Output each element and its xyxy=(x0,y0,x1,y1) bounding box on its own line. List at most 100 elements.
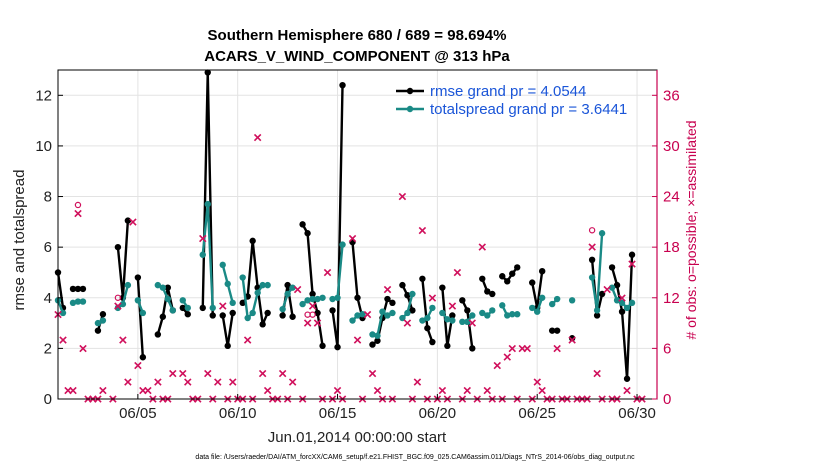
obs-layer: ×××××××××× ××××××××××××× ×××××××××××××××××… xyxy=(54,129,647,408)
data-point xyxy=(439,309,446,317)
obs-assimilated-marker: × xyxy=(218,298,227,315)
data-point xyxy=(349,238,356,246)
data-point xyxy=(514,311,521,318)
obs-possible-marker xyxy=(114,294,122,301)
obs-assimilated-marker: × xyxy=(503,349,512,366)
data-point xyxy=(598,230,606,237)
data-point xyxy=(504,278,511,285)
data-point xyxy=(259,321,266,328)
data-point xyxy=(509,311,516,318)
y-tick-label: 10 xyxy=(35,138,52,155)
data-point xyxy=(259,281,266,289)
data-point xyxy=(369,341,376,348)
x-tick-label: 06/30 xyxy=(618,405,656,422)
data-point xyxy=(304,297,311,304)
data-point xyxy=(404,292,411,299)
footer-data-file: data file: /Users/raeder/DAI/ATM_forcXX/… xyxy=(195,454,635,461)
data-point xyxy=(229,309,236,317)
data-point xyxy=(304,230,311,237)
obs-assimilated-marker: × xyxy=(288,374,297,391)
legend-marker xyxy=(406,105,414,113)
obs-assimilated-marker: × xyxy=(228,374,237,391)
data-point xyxy=(449,317,456,324)
data-point xyxy=(399,314,406,322)
data-point xyxy=(404,309,411,317)
data-point xyxy=(548,327,556,334)
obs-possible-marker xyxy=(74,201,82,209)
data-point xyxy=(74,298,82,305)
series-line-segment xyxy=(501,266,519,283)
data-point xyxy=(299,300,306,308)
data-point xyxy=(59,309,67,317)
data-point xyxy=(224,342,231,350)
data-point xyxy=(409,290,416,298)
obs-assimilated-marker: × xyxy=(313,315,322,332)
data-point xyxy=(309,295,316,303)
data-point xyxy=(399,281,406,289)
obs-possible-marker xyxy=(309,311,316,318)
obs-assimilated-marker: × xyxy=(59,332,68,349)
obs-assimilated-marker: × xyxy=(603,281,612,298)
data-point xyxy=(419,317,426,324)
right-y-tick-label: 0 xyxy=(663,391,671,408)
data-point xyxy=(469,312,476,319)
obs-assimilated-marker: × xyxy=(178,366,187,383)
data-point xyxy=(424,324,431,332)
data-point xyxy=(484,312,491,319)
plot-frame xyxy=(57,69,658,400)
obs-assimilated-marker: × xyxy=(448,298,457,315)
data-point xyxy=(623,304,631,312)
obs-assimilated-marker: × xyxy=(623,383,632,400)
data-point xyxy=(504,312,511,319)
obs-assimilated-marker: × xyxy=(308,298,317,315)
data-point xyxy=(264,309,271,317)
series-totalspread xyxy=(54,200,636,339)
data-point xyxy=(139,354,147,361)
chart-subtitle: ACARS_V_WIND_COMPONENT @ 313 hPa xyxy=(204,48,510,65)
data-point xyxy=(134,297,142,304)
obs-assimilated-marker: × xyxy=(243,332,252,349)
data-point xyxy=(613,297,621,304)
data-point xyxy=(284,290,291,298)
data-point xyxy=(479,275,486,282)
data-point xyxy=(529,279,536,286)
data-point xyxy=(384,295,391,303)
obs-assimilated-marker: × xyxy=(323,264,332,281)
series-line-segment xyxy=(136,277,145,358)
data-point xyxy=(548,300,556,308)
series-layer xyxy=(54,69,636,382)
data-point xyxy=(588,274,596,281)
data-point xyxy=(184,304,191,312)
data-point xyxy=(314,309,321,317)
obs-assimilated-marker: × xyxy=(114,298,123,315)
obs-assimilated-marker: × xyxy=(373,383,382,400)
data-point xyxy=(79,285,87,293)
data-point xyxy=(608,264,616,271)
y-tick-label: 0 xyxy=(44,391,52,408)
data-point xyxy=(409,307,416,314)
data-point xyxy=(154,331,162,338)
data-point xyxy=(514,264,521,271)
series-line-segment xyxy=(351,241,364,319)
data-point xyxy=(249,309,256,317)
data-point xyxy=(239,274,246,281)
data-point xyxy=(94,319,102,327)
obs-assimilated-marker: × xyxy=(483,383,492,400)
data-point xyxy=(339,81,346,89)
data-point xyxy=(534,308,541,315)
obs-assimilated-marker: × xyxy=(124,374,133,391)
data-point xyxy=(374,337,381,344)
obs-assimilated-marker: × xyxy=(383,281,392,298)
x-axis-label: Jun.01,2014 00:00:00 start xyxy=(268,429,447,446)
data-point xyxy=(254,289,261,296)
data-point xyxy=(79,298,87,305)
right-y-tick-label: 36 xyxy=(663,87,680,104)
data-point xyxy=(489,290,496,298)
obs-assimilated-marker: × xyxy=(258,366,267,383)
obs-assimilated-marker: × xyxy=(463,383,472,400)
data-point xyxy=(538,267,546,275)
data-point xyxy=(459,297,466,304)
right-y-axis-label: # of obs: o=possible; ×=assimilated xyxy=(683,120,699,339)
data-point xyxy=(114,304,122,312)
